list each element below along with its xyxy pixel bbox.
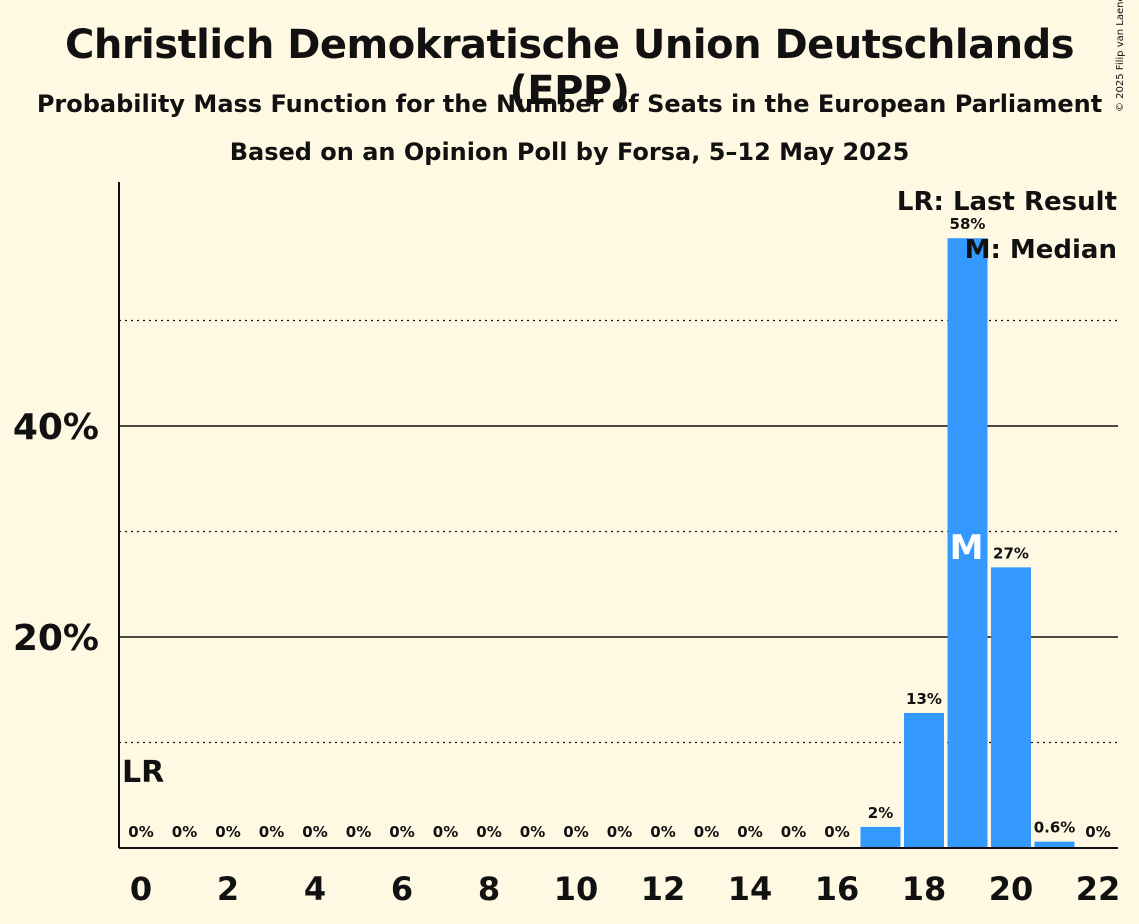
chart-subtitle: Probability Mass Function for the Number… (36, 90, 1103, 118)
bar-value-label: 0% (650, 823, 675, 841)
bar-value-label: 0% (302, 823, 327, 841)
bar (991, 567, 1031, 848)
bar-value-label: 0% (172, 823, 197, 841)
bar-value-label: 58% (950, 215, 986, 233)
bar-value-label: 2% (868, 804, 893, 822)
bar-value-label: 0% (476, 823, 501, 841)
x-tick-label: 2 (217, 870, 239, 908)
legend-median: M: Median (965, 235, 1117, 265)
bar-value-label: 13% (906, 690, 942, 708)
bar-value-label: 0% (1085, 823, 1110, 841)
x-tick-label: 20 (989, 870, 1034, 908)
bar-value-label: 0% (563, 823, 588, 841)
chart-source: Based on an Opinion Poll by Forsa, 5–12 … (229, 138, 910, 166)
bar (1034, 841, 1075, 848)
x-tick-label: 8 (478, 870, 500, 908)
x-tick-label: 10 (554, 870, 599, 908)
x-tick-label: 4 (304, 870, 326, 908)
bar (947, 238, 988, 848)
x-tick-label: 12 (641, 870, 686, 908)
x-tick-label: 6 (391, 870, 413, 908)
bar-value-label: 0% (694, 823, 719, 841)
bar-value-label: 0% (607, 823, 632, 841)
x-tick-label: 18 (902, 870, 947, 908)
x-tick-label: 16 (815, 870, 860, 908)
x-tick-label: 0 (130, 870, 152, 908)
y-tick-label: 40% (13, 407, 99, 448)
bar-value-label: 0% (346, 823, 371, 841)
legend-last-result: LR: Last Result (897, 187, 1117, 217)
bar-value-label: 0% (520, 823, 545, 841)
bar-value-label: 0% (389, 823, 414, 841)
bar-value-label: 0% (128, 823, 153, 841)
last-result-marker: LR (122, 755, 164, 790)
bar-value-label: 0.6% (1034, 819, 1076, 837)
chart-title: Christlich Demokratische Union Deutschla… (64, 22, 1075, 114)
bar (904, 712, 944, 848)
bar-value-label: 27% (993, 544, 1029, 562)
y-tick-label: 20% (13, 618, 99, 659)
bar-value-label: 0% (215, 823, 240, 841)
median-marker: M (950, 528, 984, 568)
bar-value-label: 0% (259, 823, 284, 841)
bar-value-label: 0% (737, 823, 762, 841)
bar-value-label: 0% (824, 823, 849, 841)
x-tick-label: 22 (1076, 870, 1121, 908)
bar-value-label: 0% (781, 823, 806, 841)
bar (860, 826, 901, 848)
bar-value-label: 0% (433, 823, 458, 841)
x-tick-label: 14 (728, 870, 773, 908)
